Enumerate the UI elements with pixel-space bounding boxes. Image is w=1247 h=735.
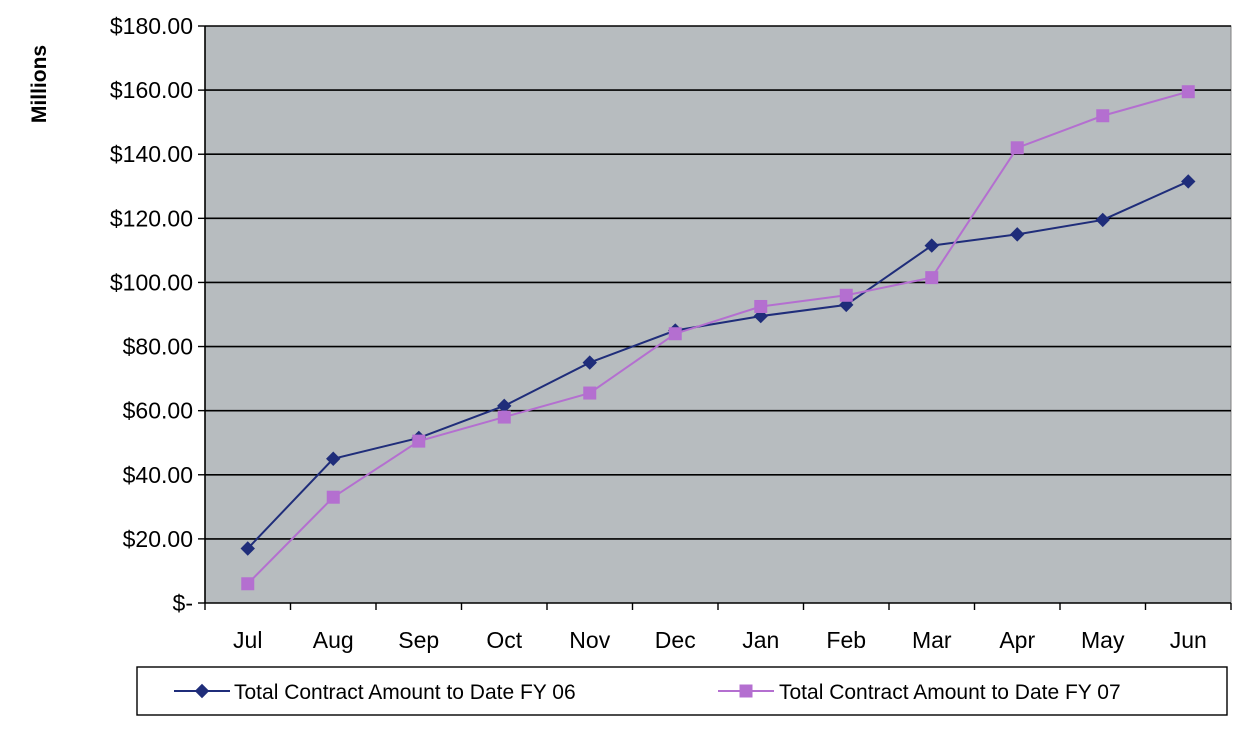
x-axis-ticks: Jul Aug Sep Oct Nov Dec Jan Feb Mar Apr May Jun: [204, 603, 1232, 653]
y-tick-label: $80.00: [123, 334, 193, 360]
series-layer: [240, 85, 1196, 591]
x-tick-label: Feb: [826, 627, 866, 653]
data-point: [497, 410, 511, 424]
legend-marker: [194, 683, 210, 699]
data-point: [240, 541, 255, 556]
data-point: [582, 355, 597, 370]
y-tick-label: $-: [173, 590, 193, 616]
data-point: [839, 288, 853, 302]
legend-item-1: Total Contract Amount to Date FY 06: [174, 681, 576, 704]
data-point: [412, 434, 426, 448]
gridlines: [205, 25, 1231, 540]
data-point: [326, 490, 340, 504]
series-2: [241, 85, 1195, 591]
legend-item-2: Total Contract Amount to Date FY 07: [718, 681, 1121, 704]
y-tick-label: $140.00: [110, 141, 193, 167]
x-tick-label: Jun: [1170, 627, 1207, 653]
legend-marker: [739, 684, 753, 698]
x-tick-label: Nov: [569, 627, 610, 653]
y-tick-label: $60.00: [123, 398, 193, 424]
data-point: [241, 577, 255, 591]
legend-box: [136, 666, 1228, 716]
data-point: [1181, 85, 1195, 99]
plot-area: [204, 25, 1232, 604]
y-axis-label: Millions: [28, 45, 51, 123]
x-tick-label: Mar: [912, 627, 952, 653]
y-tick-label: $40.00: [123, 462, 193, 488]
y-tick-label: $100.00: [110, 269, 193, 295]
series-line: [247, 90, 1189, 585]
data-point: [583, 386, 597, 400]
y-tick-label: $120.00: [110, 205, 193, 231]
x-tick-label: Aug: [313, 627, 354, 653]
y-axis-ticks: $- $20.00 $40.00 $60.00 $80.00 $100.00 $120.00…: [110, 13, 205, 616]
x-tick-label: Jul: [233, 627, 262, 653]
x-tick-label: Oct: [486, 627, 522, 653]
series-line: [247, 180, 1189, 550]
data-point: [1095, 212, 1110, 228]
x-tick-label: Jan: [742, 627, 779, 653]
data-point: [925, 271, 939, 285]
data-point: [1181, 174, 1196, 189]
y-tick-label: $180.00: [110, 13, 193, 39]
data-point: [1010, 141, 1024, 155]
x-tick-label: May: [1081, 627, 1125, 653]
data-point: [924, 238, 939, 253]
x-tick-label: Dec: [655, 627, 696, 653]
data-point: [326, 451, 341, 466]
x-tick-label: Sep: [398, 627, 439, 653]
data-point: [668, 327, 682, 341]
data-point: [1096, 109, 1110, 123]
data-point: [754, 299, 768, 313]
y-tick-label: $20.00: [123, 526, 193, 552]
x-tick-label: Apr: [999, 627, 1035, 653]
legend-label: Total Contract Amount to Date FY 07: [779, 681, 1121, 704]
data-point: [1010, 227, 1025, 242]
y-tick-label: $160.00: [110, 77, 193, 103]
legend: Total Contract Amount to Date FY 06 Total…: [136, 666, 1228, 716]
legend-label: Total Contract Amount to Date FY 06: [234, 681, 576, 704]
